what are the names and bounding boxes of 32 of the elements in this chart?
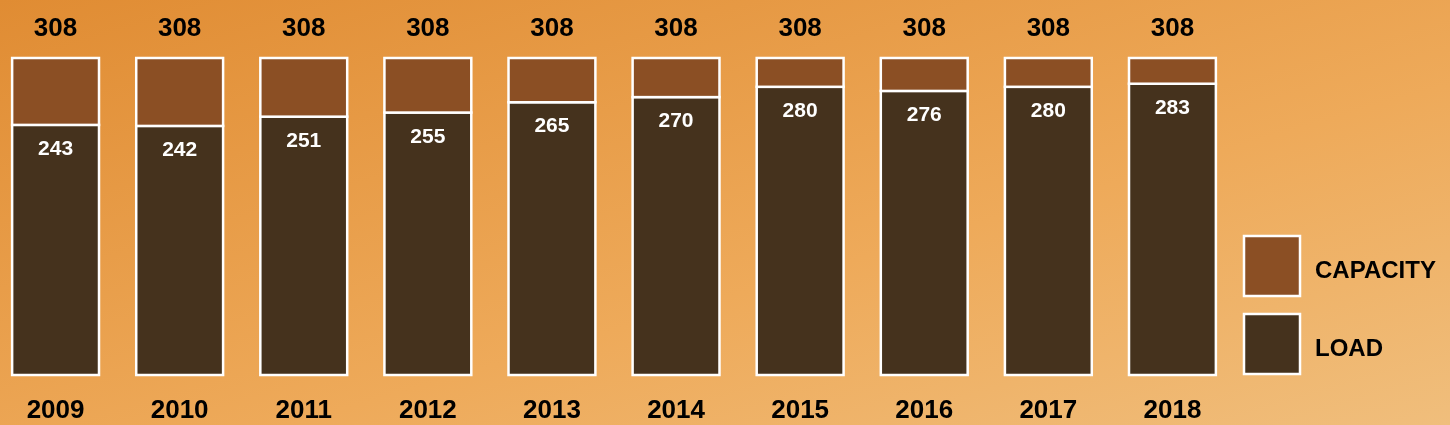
text: CAPACITY [1315,256,1436,283]
data-label: 242 [162,136,198,160]
data-label: 243 [38,135,74,159]
x-tick-label: 2012 [398,394,457,424]
total-label: 308 [1150,12,1195,42]
x-tick-label: 2015 [771,394,830,424]
data-label: 251 [286,127,322,151]
x-tick-label: 2014 [647,394,706,424]
total-label: 308 [530,12,574,42]
data-label: 270 [658,108,694,132]
x-tick-label: 2011 [275,394,332,424]
x-tick-label: 2009 [26,394,85,424]
x-tick-label: 2010 [150,394,209,424]
data-label: 276 [906,101,942,125]
total-label: 308 [33,12,78,42]
data-label: 280 [1030,97,1066,121]
x-tick-label: 2018 [1143,394,1202,424]
total-label: 308 [1026,12,1071,42]
total-label: 308 [902,12,946,42]
total-label: 308 [778,12,822,42]
x-tick-label: 2013 [523,394,581,424]
total-label: 308 [654,12,698,42]
total-label: 308 [157,12,202,42]
total-label: 308 [406,12,450,42]
data-label: 283 [1154,94,1190,118]
x-tick-label: 2017 [1019,394,1078,424]
data-label: 265 [534,113,570,137]
total-label: 308 [282,12,326,42]
data-label: 280 [782,97,818,121]
data-label: 255 [410,123,446,147]
x-tick-label: 2016 [895,394,954,424]
text: LOAD [1315,334,1383,361]
